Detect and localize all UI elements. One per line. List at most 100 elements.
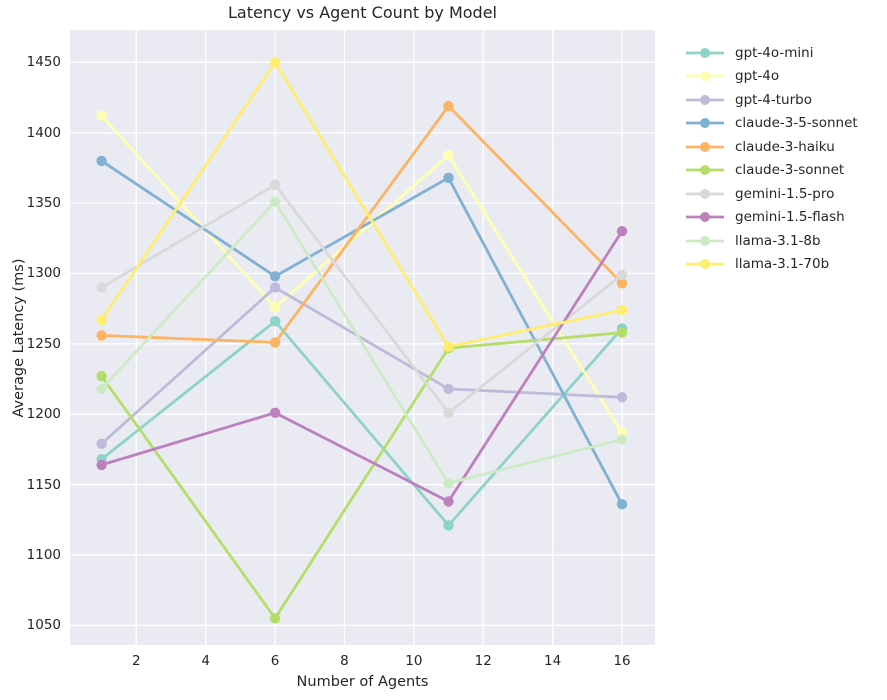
legend-item-llama-3.1-8b: llama-3.1-8b	[684, 229, 858, 253]
legend-line-marker-icon	[686, 71, 724, 82]
series-line-gemini-1.5-pro	[100, 183, 624, 415]
data-point-gemini-1.5-pro	[443, 407, 454, 418]
data-point-llama-3.1-8b	[269, 196, 281, 207]
data-point-gemini-1.5-flash	[96, 459, 107, 471]
legend-label: claude-3-sonnet	[735, 162, 845, 179]
data-point-claude-3-5-sonnet	[616, 499, 628, 510]
legend-item-claude-3-sonnet: claude-3-sonnet	[684, 159, 858, 183]
data-point-gemini-1.5-pro	[96, 282, 107, 293]
y-tick-label: 1400	[26, 124, 61, 141]
legend: gpt-4o-mini gpt-4o gpt-4-turbo claude-3-5-s…	[684, 41, 858, 276]
y-tick-label: 1300	[26, 265, 61, 282]
y-tick-label: 1100	[26, 546, 61, 563]
x-tick-label: 4	[201, 653, 210, 669]
legend-line-marker-icon	[686, 141, 724, 152]
y-tick-label: 1150	[26, 476, 61, 493]
legend-label: gpt-4o-mini	[735, 44, 814, 61]
plot-area	[70, 30, 655, 645]
x-tick-label: 14	[544, 653, 562, 669]
data-point-claude-3-sonnet	[96, 371, 107, 382]
data-point-gpt-4-turbo	[269, 282, 281, 293]
y-tick-label: 1250	[26, 335, 61, 352]
legend-item-claude-3-5-sonnet: claude-3-5-sonnet	[684, 112, 858, 136]
x-tick-label: 8	[340, 653, 349, 669]
data-point-gpt-4o-mini	[443, 520, 454, 531]
legend-item-gpt-4o-mini: gpt-4o-mini	[684, 41, 858, 65]
y-tick-label: 1450	[26, 54, 61, 71]
data-point-llama-3.1-8b	[96, 383, 107, 395]
legend-label: gpt-4-turbo	[735, 91, 812, 108]
y-tick-label: 1050	[26, 617, 61, 634]
data-point-gemini-1.5-flash	[616, 226, 628, 237]
x-tick-label: 16	[613, 653, 631, 669]
series-line-claude-3-haiku	[100, 104, 624, 344]
series-line-gpt-4o-mini	[100, 319, 624, 527]
data-point-llama-3.1-8b	[443, 478, 454, 489]
x-tick-label: 10	[405, 653, 423, 669]
legend-label: gemini-1.5-flash	[735, 209, 845, 226]
x-tick-label: 12	[474, 653, 492, 669]
x-axis-label: Number of Agents	[296, 674, 429, 690]
data-point-gpt-4o	[443, 150, 454, 161]
legend-item-gemini-1.5-flash: gemini-1.5-flash	[684, 206, 858, 230]
data-point-gpt-4o-mini	[269, 316, 281, 327]
data-point-gpt-4-turbo	[96, 438, 107, 449]
data-point-llama-3.1-70b	[269, 57, 281, 68]
chart-title: Latency vs Agent Count by Model	[227, 3, 497, 22]
legend-line-marker-icon	[686, 259, 724, 270]
data-point-gemini-1.5-pro	[269, 179, 281, 190]
data-point-llama-3.1-8b	[616, 434, 628, 445]
series-line-llama-3.1-8b	[100, 200, 624, 485]
data-point-gemini-1.5-flash	[443, 496, 454, 507]
data-point-gemini-1.5-pro	[616, 269, 628, 281]
legend-line-marker-icon	[686, 212, 724, 223]
y-tick-label: 1200	[26, 406, 61, 423]
series-line-gemini-1.5-flash	[100, 229, 624, 503]
legend-label: llama-3.1-8b	[735, 232, 821, 249]
data-point-claude-3-haiku	[269, 337, 281, 348]
legend-item-gpt-4-turbo: gpt-4-turbo	[684, 88, 858, 112]
legend-line-marker-icon	[686, 118, 724, 129]
legend-item-gemini-1.5-pro: gemini-1.5-pro	[684, 182, 858, 206]
data-point-claude-3-haiku	[616, 278, 628, 289]
legend-line-marker-icon	[686, 94, 724, 105]
series-line-gpt-4-turbo	[100, 286, 624, 446]
legend-label: gpt-4o	[735, 68, 780, 85]
data-point-claude-3-haiku	[443, 100, 454, 112]
y-axis-label: Average Latency (ms)	[11, 258, 27, 418]
series-line-claude-3-sonnet	[100, 331, 624, 620]
data-point-gemini-1.5-flash	[269, 407, 281, 418]
legend-label: llama-3.1-70b	[735, 256, 830, 273]
legend-item-llama-3.1-70b: llama-3.1-70b	[684, 253, 858, 277]
data-point-llama-3.1-70b	[443, 341, 454, 352]
legend-label: claude-3-haiku	[735, 138, 835, 155]
data-point-claude-3-5-sonnet	[269, 271, 281, 282]
data-point-llama-3.1-70b	[616, 304, 628, 316]
series-line-claude-3-5-sonnet	[100, 159, 624, 506]
x-tick-label: 6	[270, 653, 280, 669]
legend-line-marker-icon	[686, 165, 724, 176]
legend-label: gemini-1.5-pro	[735, 185, 835, 202]
legend-line-marker-icon	[686, 235, 724, 246]
legend-item-claude-3-haiku: claude-3-haiku	[684, 135, 858, 159]
legend-item-gpt-4o: gpt-4o	[684, 65, 858, 89]
legend-line-marker-icon	[686, 47, 724, 58]
data-point-llama-3.1-70b	[96, 314, 107, 326]
y-tick-label: 1350	[26, 195, 61, 212]
data-point-claude-3-5-sonnet	[96, 155, 107, 167]
legend-label: claude-3-5-sonnet	[735, 115, 858, 132]
data-point-claude-3-sonnet	[269, 613, 281, 624]
data-point-claude-3-5-sonnet	[443, 172, 454, 183]
data-point-gpt-4-turbo	[616, 392, 628, 403]
data-point-gpt-4-turbo	[443, 383, 454, 395]
x-tick-label: 2	[131, 653, 141, 669]
series-line-llama-3.1-70b	[100, 61, 624, 348]
line-chart-canvas	[70, 30, 655, 645]
data-point-gpt-4o	[96, 110, 107, 122]
data-point-claude-3-sonnet	[616, 327, 628, 338]
legend-line-marker-icon	[686, 188, 724, 199]
data-point-claude-3-haiku	[96, 330, 107, 341]
data-point-gpt-4o	[269, 302, 281, 313]
series-line-gpt-4o	[100, 114, 624, 434]
